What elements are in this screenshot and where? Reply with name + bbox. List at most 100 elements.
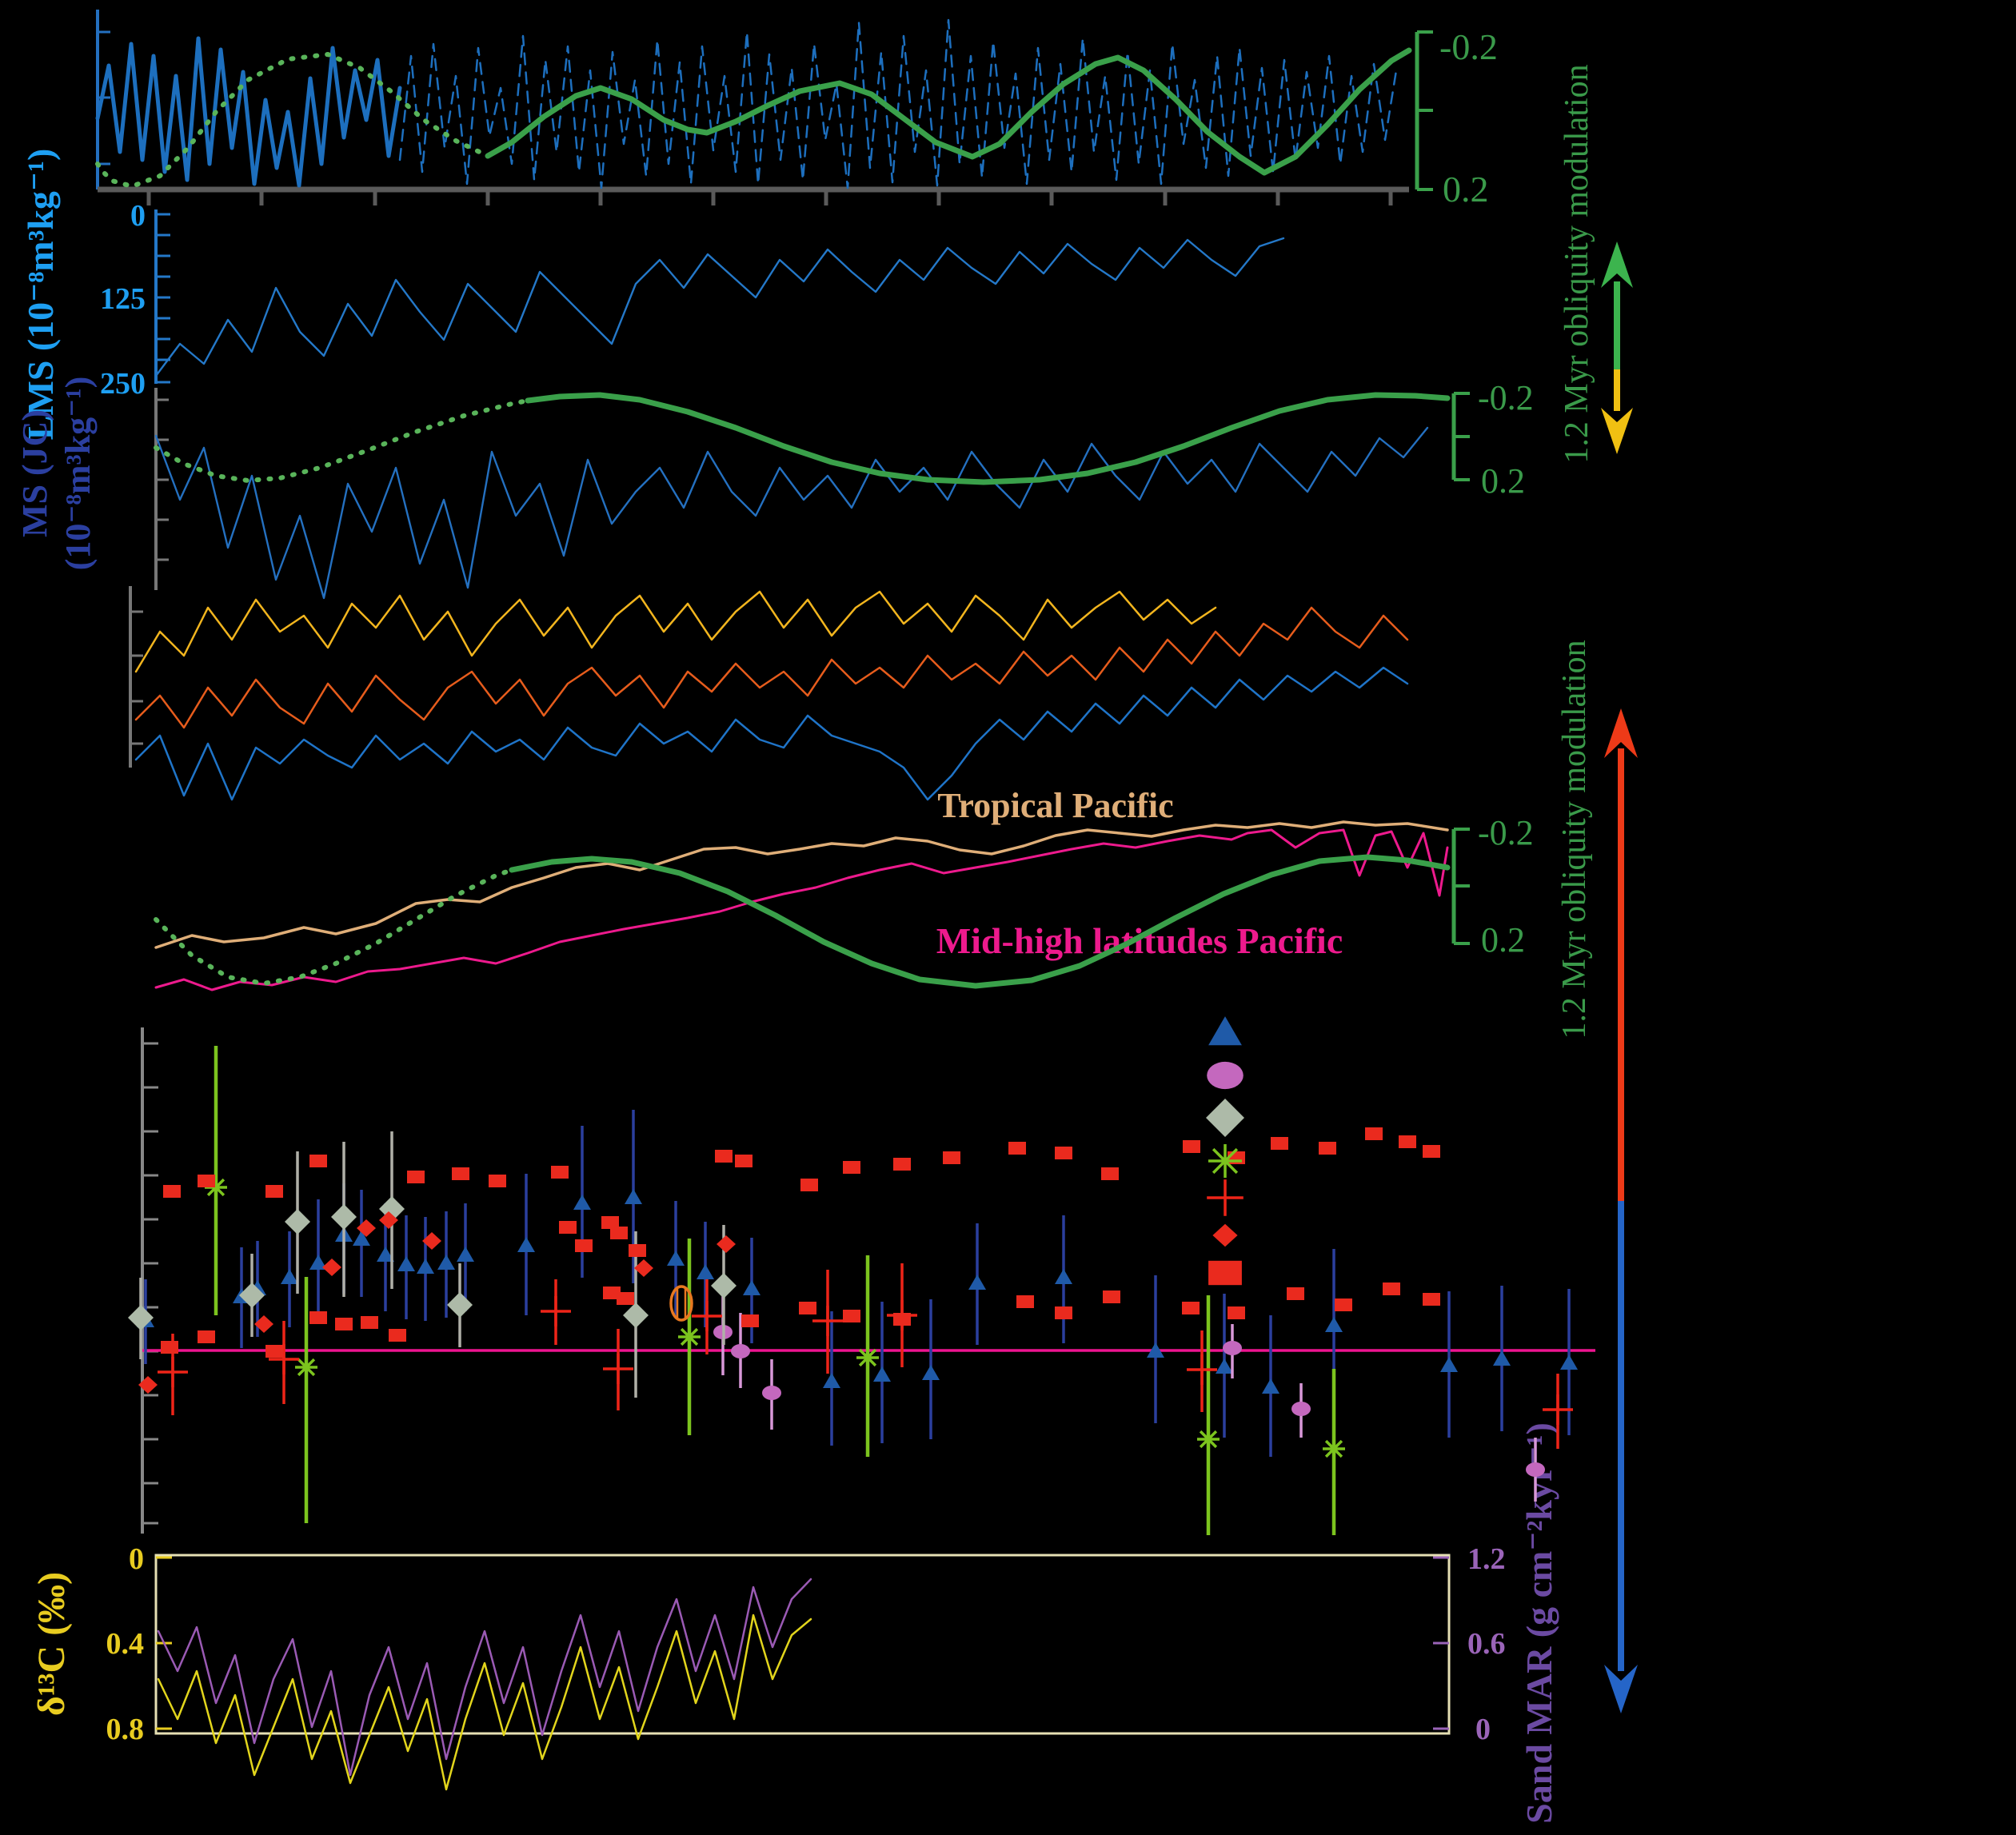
data-series-layer	[95, 10, 1595, 1791]
green-asterisk-sample	[1197, 1428, 1220, 1450]
blue-triangle-sample	[1440, 1357, 1458, 1372]
red-plus-sample	[692, 1301, 722, 1331]
red-square-sample	[1182, 1302, 1200, 1314]
red-plus-sample	[158, 1357, 188, 1387]
grey-diamond-sample	[447, 1292, 473, 1318]
red-square-sample	[265, 1185, 283, 1198]
grey-diamond-sample	[623, 1302, 649, 1328]
d13c-tick-08: 0.8	[106, 1713, 145, 1746]
red-square-sample	[335, 1318, 353, 1330]
arrow-up-head-icon	[1601, 241, 1633, 288]
red-diamond-sample	[254, 1315, 273, 1333]
blue-triangle-sample	[353, 1231, 370, 1246]
climate-proxy-solid	[95, 36, 402, 188]
red-square-sample	[715, 1150, 733, 1163]
legend-blue-triangle	[1208, 1016, 1242, 1046]
legend-grey-diamond	[1206, 1099, 1244, 1137]
red-diamond-sample	[322, 1259, 341, 1276]
red-diamond-sample	[379, 1211, 398, 1229]
blue-triangle-sample	[1262, 1378, 1279, 1394]
tropical-pacific-label: Tropical Pacific	[937, 786, 1173, 825]
sandmar-tick-0: 0	[1475, 1713, 1491, 1746]
blue-triangle-sample	[743, 1280, 760, 1295]
ms-jc-curve	[154, 426, 1429, 600]
blue-triangle-sample	[625, 1189, 642, 1204]
red-square-sample	[1055, 1306, 1072, 1319]
red-square-sample	[1008, 1142, 1026, 1155]
red-diamond-sample	[357, 1219, 376, 1237]
d13c-axis-label: δ¹³C (‰)	[30, 1572, 73, 1716]
lms-tick-0: 0	[130, 199, 146, 233]
red-square-sample	[198, 1175, 215, 1187]
red-square-sample	[603, 1286, 621, 1299]
blue-record	[134, 666, 1409, 801]
obliquity-modulation-solid	[485, 47, 1412, 176]
red-plus-sample	[812, 1306, 843, 1336]
purple-ellipse-sample	[1291, 1402, 1311, 1416]
grey-diamond-sample	[239, 1283, 265, 1308]
red-square-sample	[943, 1151, 960, 1164]
blue-triangle-sample	[437, 1255, 455, 1270]
legend-red-plus	[1207, 1179, 1244, 1216]
arrow-down-head-icon	[1601, 408, 1633, 454]
d13c-panel-frame	[154, 1554, 1451, 1735]
red-square-sample	[601, 1216, 619, 1229]
orange-open-ellipse-sample	[669, 1285, 693, 1322]
ms-obliquity-solid	[525, 392, 1451, 485]
blue-triangle-sample	[697, 1264, 714, 1279]
legend-purple-ellipse	[1207, 1061, 1244, 1090]
p3-right-tick-top: -0.2	[1478, 378, 1534, 417]
red-square-sample	[309, 1155, 327, 1167]
purple-ellipse-sample	[1526, 1462, 1545, 1477]
sandmar-curve	[157, 1578, 812, 1777]
p5-right-tick-bottom: 0.2	[1481, 920, 1525, 959]
purple-ellipse-sample	[731, 1344, 750, 1358]
blue-triangle-sample	[1055, 1269, 1072, 1284]
midhigh-pacific-label: Mid-high latitudes Pacific	[936, 920, 1343, 961]
tropical-pacific-curve	[154, 820, 1449, 949]
blue-triangle-sample	[968, 1275, 986, 1290]
red-square-sample	[1335, 1298, 1352, 1311]
blue-triangle-sample	[1147, 1342, 1164, 1358]
blue-triangle-sample	[573, 1195, 591, 1210]
red-square-sample	[610, 1227, 628, 1239]
p1-right-tick-bottom: 0.2	[1443, 169, 1489, 209]
blue-triangle-sample	[667, 1251, 685, 1266]
red-plus-sample	[269, 1344, 299, 1374]
blue-triangle-sample	[281, 1269, 298, 1284]
red-square-sample	[893, 1158, 911, 1171]
red-square-sample	[1423, 1145, 1440, 1158]
purple-ellipse-sample	[762, 1386, 781, 1400]
blue-triangle-sample	[1325, 1317, 1343, 1332]
obliquity-modulation-label-2: 1.2 Myr obliquity modulation	[1556, 640, 1593, 1039]
red-square-sample	[1287, 1287, 1304, 1300]
blue-triangle-sample	[377, 1247, 394, 1262]
red-square-sample	[741, 1314, 759, 1327]
grey-diamond-sample	[711, 1273, 737, 1298]
msjc-axis-label-line2: (10⁻⁸m³kg⁻¹)	[58, 377, 98, 570]
orange-record	[134, 606, 1409, 729]
blue-triangle-sample	[922, 1365, 940, 1380]
blue-triangle-sample	[1493, 1350, 1511, 1366]
red-square-sample	[163, 1185, 181, 1198]
red-square-sample	[1365, 1127, 1383, 1140]
red-square-sample	[161, 1341, 178, 1354]
legend-green-asterisk	[1208, 1144, 1242, 1178]
red-diamond-sample	[634, 1259, 653, 1277]
red-square-sample	[1101, 1167, 1119, 1180]
red-diamond-sample	[717, 1235, 736, 1253]
red-square-sample	[489, 1175, 506, 1187]
blue-triangle-sample	[309, 1255, 327, 1270]
p5-right-tick-top: -0.2	[1478, 813, 1534, 852]
msjc-axis-label-line1: MS (JC)	[15, 409, 54, 537]
d13c-curve	[157, 1614, 812, 1791]
red-diamond-sample	[138, 1376, 158, 1394]
blue-triangle-sample	[397, 1256, 415, 1271]
red-square-sample	[1016, 1295, 1034, 1308]
red-square-sample	[198, 1330, 215, 1343]
grey-diamond-sample	[285, 1209, 310, 1235]
blue-triangle-sample	[517, 1237, 535, 1252]
red-plus-sample	[603, 1354, 633, 1384]
gold-record	[134, 590, 1217, 673]
d13c-tick-04: 0.4	[106, 1627, 145, 1661]
